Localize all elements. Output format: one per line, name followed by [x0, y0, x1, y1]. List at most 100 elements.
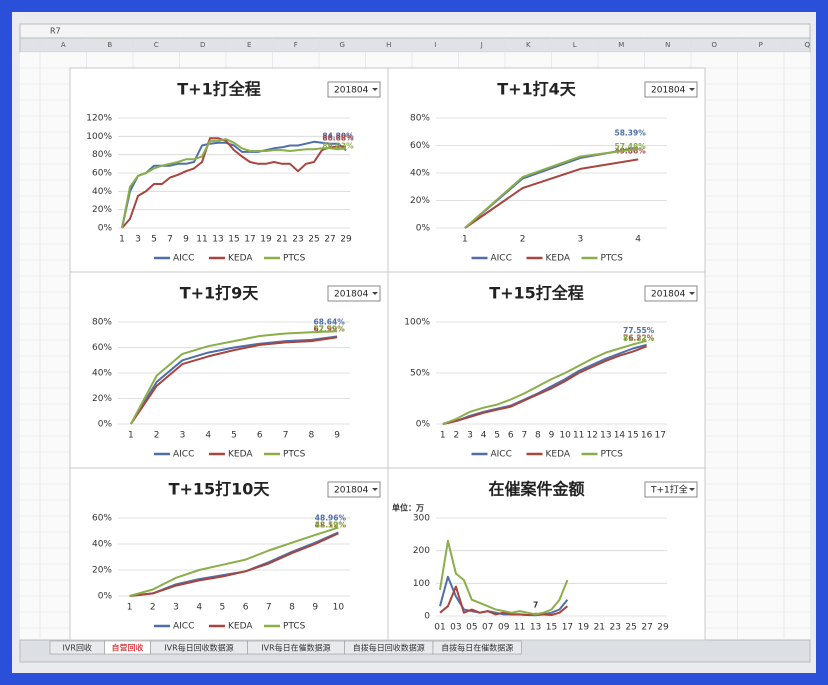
x-tick-label: 3 — [180, 431, 186, 441]
data-label: 48.12% — [315, 520, 347, 529]
x-tick-label: 6 — [257, 431, 263, 441]
chart-title: T+15打10天 — [169, 480, 271, 499]
x-tick-label: 6 — [243, 603, 249, 613]
chart-title: T+1打9天 — [180, 284, 260, 303]
dropdown[interactable] — [327, 285, 381, 302]
legend-label: KEDA — [228, 622, 253, 632]
column-header: M — [618, 41, 624, 49]
series-line — [464, 148, 639, 229]
y-tick-label: 300 — [413, 514, 430, 524]
x-tick-label: 6 — [508, 431, 514, 441]
chart: T+1打9天 201804 0% 20% 40% 60% 80% 1 2 3 4 5 6 7 8 9 68.64… — [69, 271, 389, 469]
column-header: F — [294, 41, 298, 49]
x-tick-label: 21 — [594, 623, 605, 633]
dropdown-arrow — [372, 488, 378, 491]
data-label: 88.88% — [322, 134, 354, 143]
series-line — [121, 138, 347, 229]
y-tick-label: 100 — [413, 579, 430, 589]
x-tick-label: 11 — [514, 623, 525, 633]
x-tick-label: 17 — [562, 623, 573, 633]
y-tick-label: 40% — [92, 540, 112, 550]
y-tick-label: 100% — [86, 132, 112, 142]
x-tick-label: 9 — [183, 235, 189, 245]
y-tick-label: 120% — [86, 114, 112, 124]
series-line — [439, 585, 569, 616]
x-tick-label: 09 — [498, 623, 510, 633]
y-tick-label: 80% — [410, 114, 430, 124]
data-label: 76.22% — [623, 333, 655, 342]
x-tick-label: 1 — [440, 431, 446, 441]
x-tick-label: 10 — [559, 431, 571, 441]
y-tick-label: 80% — [92, 318, 112, 328]
y-tick-label: 40% — [92, 187, 112, 197]
x-tick-label: 8 — [535, 431, 541, 441]
data-label: 72.72% — [313, 324, 345, 333]
x-tick-label: 4 — [205, 431, 211, 441]
x-tick-label: 13 — [530, 623, 541, 633]
series-line — [130, 335, 338, 425]
data-label: 81.52% — [623, 334, 655, 343]
sheet-tab[interactable] — [432, 640, 522, 655]
y-tick-label: 80% — [92, 150, 112, 160]
x-tick-label: 3 — [135, 235, 141, 245]
sheet-tab-label: 自营回收 — [112, 643, 144, 653]
series-line — [129, 526, 339, 597]
x-tick-label: 1 — [127, 603, 133, 613]
legend-label: AICC — [491, 254, 512, 264]
legend-label: AICC — [173, 622, 194, 632]
column-header: I — [434, 41, 436, 49]
sheet-tab-label: IVR每日在催数据源 — [261, 643, 330, 653]
x-tick-label: 15 — [546, 623, 557, 633]
chart-title: T+15打全程 — [489, 284, 584, 303]
x-tick-label: 7 — [283, 431, 289, 441]
y-tick-label: 20% — [92, 205, 112, 215]
dropdown[interactable] — [644, 285, 698, 302]
dropdown-value: 201804 — [334, 86, 369, 96]
column-header: L — [573, 41, 577, 49]
y-tick-label: 0% — [416, 420, 431, 430]
x-tick-label: 1 — [128, 431, 134, 441]
data-label: 68.64% — [313, 317, 345, 326]
dropdown[interactable] — [644, 481, 698, 498]
x-tick-label: 27 — [641, 623, 652, 633]
column-header: D — [200, 41, 205, 49]
column-header: K — [526, 41, 531, 49]
x-tick-label: 17 — [654, 431, 665, 441]
series-line — [439, 539, 569, 616]
data-label: 86.83% — [322, 141, 354, 150]
legend-label: AICC — [173, 450, 194, 460]
x-tick-label: 8 — [308, 431, 314, 441]
dropdown[interactable] — [327, 481, 381, 498]
column-header: G — [340, 41, 345, 49]
x-tick-label: 21 — [276, 235, 287, 245]
x-tick-label: 17 — [244, 235, 255, 245]
y-tick-label: 20% — [92, 566, 112, 576]
column-header: O — [711, 41, 717, 49]
unit-note: 单位：万 — [392, 503, 424, 513]
dropdown-value: 201804 — [334, 290, 369, 300]
series-line — [121, 137, 347, 229]
x-tick-label: 14 — [614, 431, 626, 441]
series-line — [129, 532, 339, 597]
x-tick-label: 2 — [150, 603, 156, 613]
chart-area — [387, 271, 706, 469]
x-tick-label: 2 — [154, 431, 160, 441]
legend-label: KEDA — [546, 254, 571, 264]
dropdown[interactable] — [327, 81, 381, 98]
x-tick-label: 5 — [151, 235, 157, 245]
x-tick-label: 3 — [467, 431, 473, 441]
x-tick-label: 16 — [641, 431, 653, 441]
y-tick-label: 40% — [410, 169, 430, 179]
dropdown-value: 201804 — [651, 290, 686, 300]
y-tick-label: 0 — [424, 612, 430, 622]
x-tick-label: 2 — [520, 235, 526, 245]
dropdown[interactable] — [644, 81, 698, 98]
x-tick-label: 13 — [600, 431, 611, 441]
legend-label: PTCS — [283, 254, 306, 264]
x-tick-label: 03 — [450, 623, 461, 633]
